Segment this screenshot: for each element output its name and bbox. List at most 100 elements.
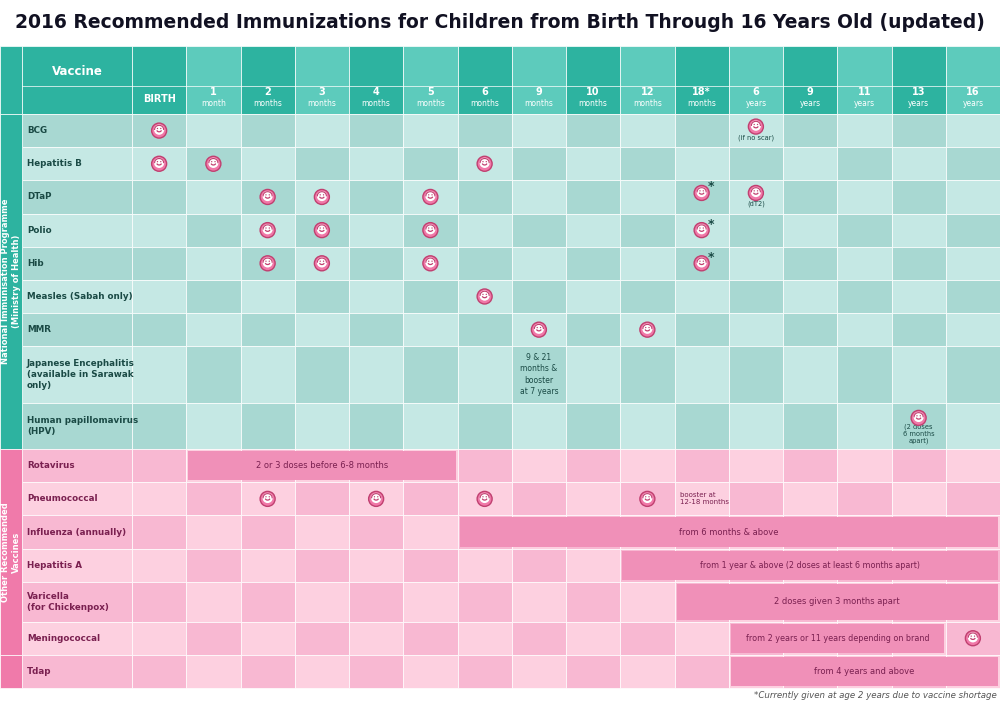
Bar [132, 147, 186, 181]
Text: 2: 2 [264, 86, 271, 96]
Circle shape [265, 261, 267, 262]
Bar [512, 449, 566, 482]
Bar [240, 582, 295, 622]
Bar [295, 46, 349, 114]
Circle shape [269, 227, 270, 229]
Circle shape [323, 194, 324, 195]
Circle shape [642, 493, 652, 503]
Circle shape [914, 412, 924, 422]
Bar [458, 582, 512, 622]
Bar [240, 346, 295, 403]
Bar [729, 280, 783, 313]
Bar [892, 515, 946, 549]
Circle shape [697, 257, 707, 268]
Text: years: years [745, 99, 766, 108]
Circle shape [477, 156, 492, 171]
Bar [566, 549, 620, 582]
Bar [458, 246, 512, 280]
Bar [946, 515, 1000, 549]
Bar [188, 451, 456, 480]
Bar [349, 147, 403, 181]
Bar [22, 549, 132, 582]
Circle shape [699, 227, 701, 229]
Bar [0, 46, 22, 114]
Bar [512, 515, 566, 549]
Text: *: * [707, 181, 714, 193]
Bar [512, 280, 566, 313]
Text: Other Recommended
Vaccines: Other Recommended Vaccines [1, 502, 21, 602]
Circle shape [642, 324, 652, 334]
Circle shape [214, 161, 216, 162]
Circle shape [540, 327, 541, 329]
Bar [783, 582, 837, 622]
Bar [403, 246, 458, 280]
Bar [783, 549, 837, 582]
Text: booster at
12-18 months: booster at 12-18 months [680, 492, 729, 506]
Bar [620, 622, 674, 655]
Circle shape [371, 493, 381, 503]
Bar [403, 46, 458, 114]
Bar [132, 582, 186, 622]
Bar [132, 482, 186, 515]
Bar [186, 147, 240, 181]
Text: 18*: 18* [692, 86, 711, 96]
Circle shape [486, 496, 487, 498]
Bar [22, 346, 132, 403]
Bar [22, 403, 132, 449]
Circle shape [431, 194, 433, 195]
Bar [240, 214, 295, 246]
Circle shape [431, 261, 433, 262]
Bar [892, 181, 946, 214]
Bar [783, 622, 837, 655]
Bar [512, 655, 566, 688]
Bar [349, 46, 403, 114]
Text: 9 & 21
months &
booster
at 7 years: 9 & 21 months & booster at 7 years [520, 353, 558, 396]
Bar [186, 449, 240, 482]
Bar [946, 181, 1000, 214]
Circle shape [431, 227, 433, 229]
Bar [458, 449, 512, 482]
Bar [837, 449, 892, 482]
Circle shape [699, 190, 701, 192]
Circle shape [754, 190, 755, 192]
Circle shape [263, 493, 273, 503]
Circle shape [920, 415, 921, 416]
Bar [674, 114, 729, 147]
Text: months: months [524, 99, 553, 108]
Bar [295, 313, 349, 346]
Circle shape [425, 224, 435, 234]
Text: Vaccine: Vaccine [52, 65, 102, 79]
Bar [892, 114, 946, 147]
Bar [349, 403, 403, 449]
Circle shape [428, 194, 429, 195]
Circle shape [703, 190, 704, 192]
Circle shape [648, 327, 650, 329]
Bar [674, 246, 729, 280]
Bar [132, 181, 186, 214]
Bar [349, 246, 403, 280]
Bar [892, 346, 946, 403]
Circle shape [482, 496, 484, 498]
Text: 6: 6 [481, 86, 488, 96]
Bar [674, 46, 729, 114]
Circle shape [263, 257, 273, 268]
Bar [620, 515, 674, 549]
Bar [783, 515, 837, 549]
Bar [622, 551, 998, 580]
Bar [295, 482, 349, 515]
Bar [620, 313, 674, 346]
Bar [132, 622, 186, 655]
Circle shape [748, 185, 763, 200]
Bar [0, 449, 22, 655]
Bar [458, 346, 512, 403]
Text: Hepatitis B: Hepatitis B [27, 159, 82, 169]
Bar [731, 624, 944, 653]
Bar [240, 313, 295, 346]
Circle shape [640, 491, 655, 506]
Text: from 1 year & above (2 doses at least 6 months apart): from 1 year & above (2 doses at least 6 … [700, 561, 920, 570]
Bar [729, 449, 783, 482]
Circle shape [428, 227, 429, 229]
Bar [349, 622, 403, 655]
Bar [403, 214, 458, 246]
Circle shape [537, 327, 538, 329]
